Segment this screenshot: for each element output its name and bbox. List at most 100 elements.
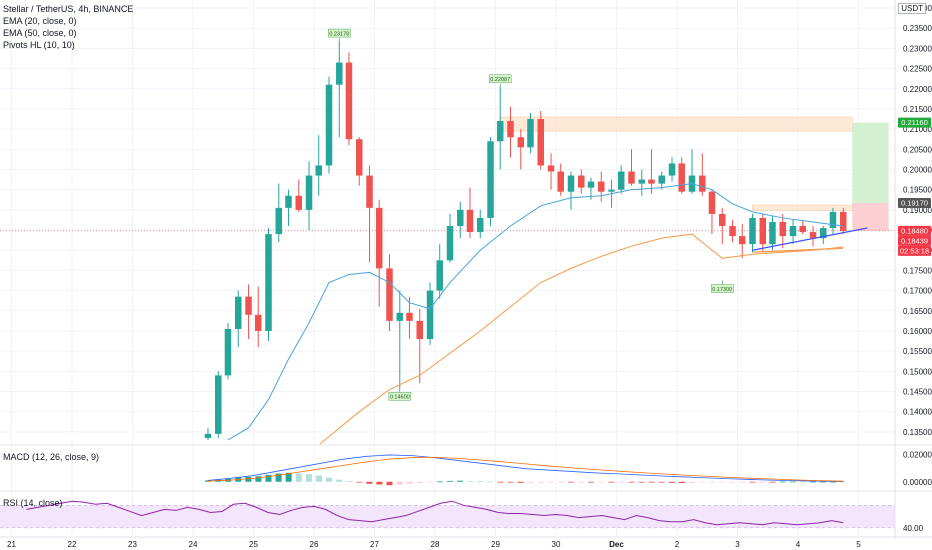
price-tag-label: 02:53:18 bbox=[900, 246, 929, 255]
macd-histogram-bar bbox=[376, 481, 383, 485]
candle-body bbox=[699, 175, 706, 192]
macd-histogram-bar bbox=[265, 474, 272, 482]
rsi-legend[interactable]: RSI (14, close) bbox=[3, 498, 63, 508]
candle-body bbox=[345, 62, 353, 140]
rsi-pane bbox=[0, 500, 895, 529]
signal-line bbox=[207, 456, 844, 482]
supply-zone bbox=[499, 116, 853, 132]
pivot-labels-layer: 0.23178 0.22087 0.14600 0.17300 bbox=[328, 28, 734, 401]
macd-histogram-bar bbox=[315, 475, 322, 482]
candles-layer bbox=[204, 41, 847, 440]
macd-histogram-bar bbox=[699, 481, 706, 483]
macd-histogram-bar bbox=[729, 481, 736, 483]
long-position-tool[interactable] bbox=[0, 122, 895, 232]
candle-body bbox=[829, 211, 837, 229]
macd-histogram-bar bbox=[477, 481, 484, 482]
candle-body bbox=[426, 290, 434, 340]
candle-body bbox=[738, 236, 746, 245]
candle-body bbox=[789, 226, 797, 237]
macd-histogram-bar bbox=[537, 481, 544, 483]
x-tick-label: 21 bbox=[7, 540, 16, 549]
candle-body bbox=[598, 181, 605, 192]
zones-layer bbox=[499, 116, 853, 211]
macd-line bbox=[207, 454, 844, 483]
macd-histogram-bar bbox=[840, 481, 847, 483]
macd-histogram-bar bbox=[386, 481, 393, 486]
candle-body bbox=[275, 207, 283, 235]
y-tick-label: 0.20500 bbox=[903, 145, 932, 154]
macd-histogram-bar bbox=[739, 481, 746, 483]
candle-body bbox=[375, 207, 383, 269]
ema50-legend[interactable]: EMA (50, close, 0) bbox=[3, 28, 77, 38]
candle-body bbox=[517, 137, 525, 148]
macd-histogram-bar bbox=[709, 481, 716, 483]
pivot-label-box bbox=[488, 74, 512, 83]
candle-body bbox=[638, 179, 646, 184]
macd-histogram-bar bbox=[810, 481, 816, 483]
profit-zone bbox=[852, 122, 889, 203]
loss-zone bbox=[852, 202, 889, 231]
candle-body bbox=[729, 226, 736, 237]
macd-histogram-bar bbox=[830, 481, 837, 483]
y-tick-label: 0.23500 bbox=[903, 24, 932, 33]
macd-histogram-bar bbox=[487, 481, 494, 483]
candle-body bbox=[628, 171, 635, 184]
x-tick-label: 29 bbox=[491, 540, 500, 549]
candle-body bbox=[527, 119, 534, 148]
x-tick-label: 26 bbox=[310, 540, 319, 549]
pivots-legend[interactable]: Pivots HL (10, 10) bbox=[3, 40, 75, 50]
candle-body bbox=[254, 314, 262, 331]
macd-histogram-bar bbox=[406, 481, 413, 484]
x-tick-label: 4 bbox=[796, 540, 801, 549]
rsi-line bbox=[26, 500, 844, 526]
macd-histogram-bar bbox=[366, 481, 373, 484]
x-tick-label: Dec bbox=[609, 540, 624, 549]
candle-body bbox=[477, 217, 484, 233]
ema20-line bbox=[227, 183, 844, 441]
x-tick-label: 25 bbox=[249, 540, 258, 549]
candle-body bbox=[668, 163, 676, 176]
currency-unit[interactable]: USDT bbox=[898, 3, 926, 14]
candle-body bbox=[457, 209, 464, 227]
x-tick-label: 3 bbox=[735, 540, 740, 549]
macd-histogram-bar bbox=[295, 473, 302, 482]
time-axis[interactable]: 21 22 23 24 25 26 27 28 29 30 Dec 2 3 4 5 bbox=[7, 540, 861, 549]
candle-body bbox=[708, 191, 716, 214]
grid bbox=[0, 0, 932, 538]
ema20-legend[interactable]: EMA (20, close, 0) bbox=[3, 16, 77, 26]
macd-histogram-bar bbox=[759, 481, 766, 483]
price-tag bbox=[898, 117, 931, 128]
candle-body bbox=[557, 171, 564, 192]
candle-body bbox=[386, 268, 393, 321]
pivot-label-box bbox=[328, 28, 351, 38]
y-tick-label: 0.17500 bbox=[903, 266, 932, 275]
macd-histogram-bar bbox=[719, 481, 726, 483]
macd-histogram-bar bbox=[527, 481, 534, 483]
macd-histogram-bar bbox=[769, 481, 776, 483]
y-tick-label: 0.16500 bbox=[903, 307, 932, 316]
candle-body bbox=[285, 195, 292, 208]
x-tick-label: 27 bbox=[370, 540, 379, 549]
macd-tick-label: 0.02000 bbox=[903, 450, 932, 459]
candle-body bbox=[658, 175, 665, 184]
candle-body bbox=[356, 139, 363, 176]
macd-histogram-bar bbox=[467, 480, 474, 482]
macd-histogram-bar bbox=[517, 481, 524, 483]
price-tag bbox=[898, 197, 931, 208]
y-tick-label: 0.22500 bbox=[903, 65, 932, 74]
price-axis[interactable]: 0.240000.235000.230000.225000.220000.215… bbox=[894, 0, 932, 540]
macd-histogram-bar bbox=[346, 481, 353, 482]
y-tick-label: 0.19000 bbox=[903, 206, 932, 215]
macd-legend[interactable]: MACD (12, 26, close, 9) bbox=[3, 452, 100, 462]
candle-body bbox=[416, 320, 423, 340]
candle-body bbox=[295, 195, 302, 210]
candle-body bbox=[305, 175, 313, 210]
candle-body bbox=[245, 296, 252, 315]
macd-histogram-bar bbox=[578, 481, 585, 483]
pivot-label-box bbox=[711, 284, 734, 293]
y-tick-label: 0.15000 bbox=[903, 367, 932, 376]
macd-histogram-bar bbox=[668, 481, 675, 483]
symbol-title[interactable]: Stellar / TetherUS, 4h, BINANCE bbox=[3, 4, 134, 14]
y-tick-label: 0.14500 bbox=[903, 388, 932, 397]
